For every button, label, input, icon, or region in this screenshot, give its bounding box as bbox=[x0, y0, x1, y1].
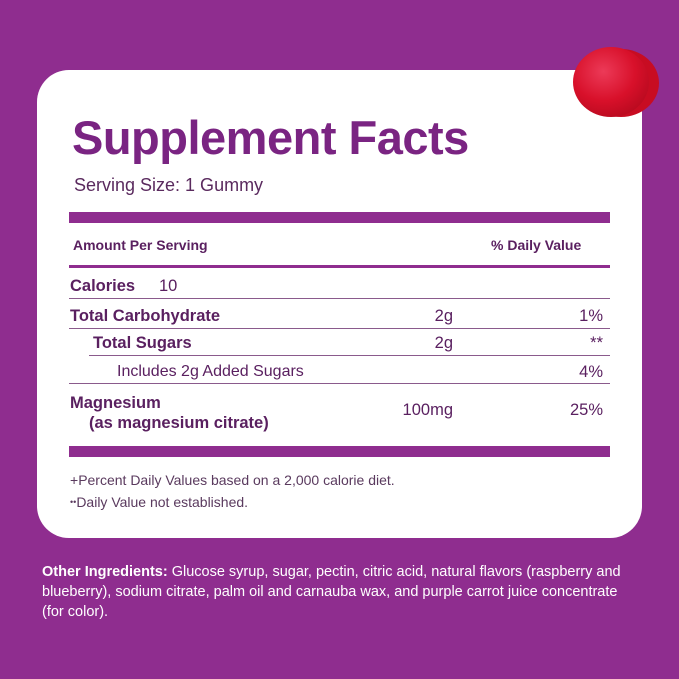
calories-label: Calories bbox=[70, 277, 136, 295]
row-divider bbox=[69, 328, 610, 329]
other-ingredients: Other Ingredients: Glucose syrup, sugar,… bbox=[42, 562, 642, 622]
supplement-facts-card bbox=[37, 70, 642, 538]
nutrient-subname: (as magnesium citrate) bbox=[89, 414, 269, 432]
page-title: Supplement Facts bbox=[72, 111, 469, 164]
nutrient-amount: 2g bbox=[434, 307, 453, 325]
double-dot-symbol: •• bbox=[70, 497, 77, 507]
footnote-text: Daily Value not established. bbox=[76, 494, 249, 510]
other-ingredients-text: Glucose syrup, sugar, pectin, citric aci… bbox=[42, 564, 621, 620]
plus-symbol: + bbox=[70, 472, 79, 488]
nutrient-name: Includes 2g Added Sugars bbox=[117, 363, 304, 380]
nutrient-dv: 4% bbox=[579, 363, 603, 381]
row-divider bbox=[69, 383, 610, 384]
nutrient-name: Total Carbohydrate bbox=[70, 307, 221, 325]
calories-value: 10 bbox=[159, 277, 178, 295]
nutrient-name: Total Sugars bbox=[93, 334, 192, 352]
nutrient-amount: 100mg bbox=[402, 401, 453, 419]
header-divider bbox=[69, 265, 610, 268]
footnote-not-established: ••Daily Value not established. bbox=[70, 494, 248, 510]
footnote-daily-values: +Percent Daily Values based on a 2,000 c… bbox=[70, 472, 395, 488]
nutrient-dv: 25% bbox=[569, 401, 603, 419]
top-divider-bar bbox=[69, 212, 610, 223]
nutrient-dv: 1% bbox=[579, 307, 603, 325]
other-ingredients-label: Other Ingredients: bbox=[42, 564, 168, 580]
row-divider bbox=[89, 355, 610, 356]
footnote-text: Percent Daily Values based on a 2,000 ca… bbox=[78, 472, 395, 488]
daily-value-header: % Daily Value bbox=[491, 237, 582, 253]
nutrient-dv: ** bbox=[590, 334, 603, 352]
serving-size: Serving Size: 1 Gummy bbox=[74, 175, 264, 195]
row-divider bbox=[69, 298, 610, 299]
amount-per-serving-header: Amount Per Serving bbox=[73, 237, 208, 253]
nutrient-name: Magnesium bbox=[70, 394, 161, 412]
bottom-divider-bar bbox=[69, 446, 610, 457]
nutrient-amount: 2g bbox=[434, 334, 453, 352]
gummy-image bbox=[573, 47, 659, 117]
